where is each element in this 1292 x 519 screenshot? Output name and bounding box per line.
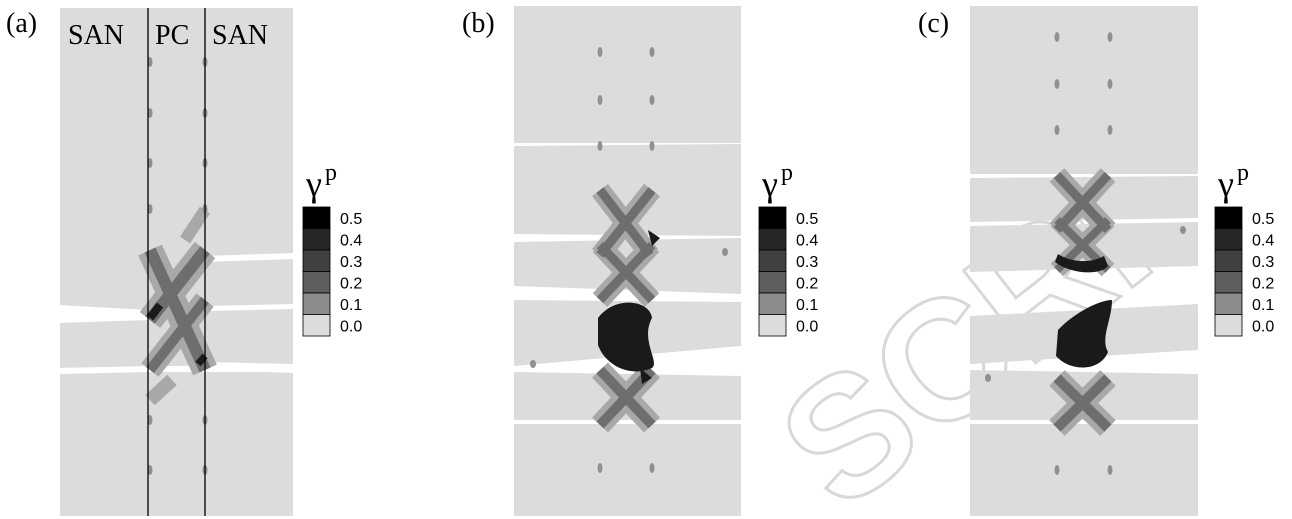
shear-band-contours [1049,168,1116,436]
panel-b: (b) [462,6,741,516]
colorbar-symbol: γ [761,164,778,204]
specimen-block [514,6,741,143]
void-markers [985,32,1186,475]
colorbar-tick-label: 0.4 [796,232,818,249]
colorbar-tick-label: 0.3 [340,254,362,271]
colorbar-tick-label: 0.2 [796,275,818,292]
colorbar-swatch [1214,271,1243,294]
crack-gap [205,304,293,311]
shear-band-contours [592,183,660,433]
panel-c-specimen [970,6,1198,516]
colorbar-swatch [302,314,331,337]
colorbar-panel-b: γ p 0.5 0.4 0.3 0.2 0.1 0.0 [758,160,818,337]
panel-c-label: (c) [918,8,949,39]
colorbar-tick-label: 0.4 [1252,232,1274,249]
colorbar-swatch [758,292,787,315]
region-label-san-left: SAN [68,20,124,51]
colorbar-swatch [302,228,331,251]
colorbar-swatch [1214,228,1243,251]
colorbar-swatch [302,249,331,272]
colorbar-symbol: γ [1217,164,1234,204]
colorbar-panel-c: γ p 0.5 0.4 0.3 0.2 0.1 0.0 [1214,160,1274,337]
colorbar-tick-label: 0.1 [340,297,362,314]
specimen-block [970,424,1198,516]
panel-a: (a) [6,8,293,516]
crack-gap [205,253,293,262]
region-label-san-right: SAN [212,20,268,51]
colorbar-tick-label: 0.5 [1252,211,1274,228]
colorbar-swatch [302,292,331,315]
colorbar-superscript: p [781,160,793,186]
crack-gap [60,305,148,323]
void-markers [530,47,728,473]
colorbar-tick-label: 0.3 [1252,254,1274,271]
colorbar-tick-label: 0.5 [796,211,818,228]
colorbar-symbol: γ [305,164,322,204]
colorbar-swatch [758,271,787,294]
colorbar-superscript: p [325,160,337,186]
colorbar-swatch [1214,249,1243,272]
specimen-block [514,424,741,516]
shear-band-contours [138,206,217,406]
colorbar-superscript: p [1237,160,1249,186]
panel-b-label: (b) [462,8,495,39]
colorbar-tick-label: 0.3 [796,254,818,271]
colorbar-swatch [302,271,331,294]
colorbar-tick-label: 0.0 [340,318,362,335]
panel-a-specimen [60,8,293,516]
colorbar-swatch [1214,292,1243,315]
crack-gap [60,366,148,374]
colorbar-swatch [1214,206,1243,229]
specimen-block [514,144,741,236]
colorbar-swatch [758,228,787,251]
specimen-block-bottom [60,372,293,516]
specimen-block-top [60,8,293,258]
region-label-pc: PC [155,20,189,51]
panel-a-label: (a) [6,8,37,39]
crack-gap [205,362,293,373]
colorbar-tick-label: 0.5 [340,211,362,228]
colorbar-tick-label: 0.1 [1252,297,1274,314]
colorbar-tick-label: 0.1 [796,297,818,314]
colorbar-swatch [758,206,787,229]
colorbar-tick-label: 0.0 [796,318,818,335]
panel-c: (c) [918,6,1198,516]
colorbar-tick-label: 0.2 [1252,275,1274,292]
specimen-block [970,6,1198,174]
colorbar-swatch [302,206,331,229]
colorbar-panel-a: γ p 0.5 0.4 0.3 0.2 0.1 0.0 [302,160,362,337]
colorbar-tick-label: 0.2 [340,275,362,292]
colorbar-swatch [1214,314,1243,337]
colorbar-tick-label: 0.4 [340,232,362,249]
colorbar-tick-label: 0.0 [1252,318,1274,335]
colorbar-swatch [758,249,787,272]
colorbar-swatch [758,314,787,337]
void-markers [147,57,208,475]
panel-b-specimen [514,6,741,516]
